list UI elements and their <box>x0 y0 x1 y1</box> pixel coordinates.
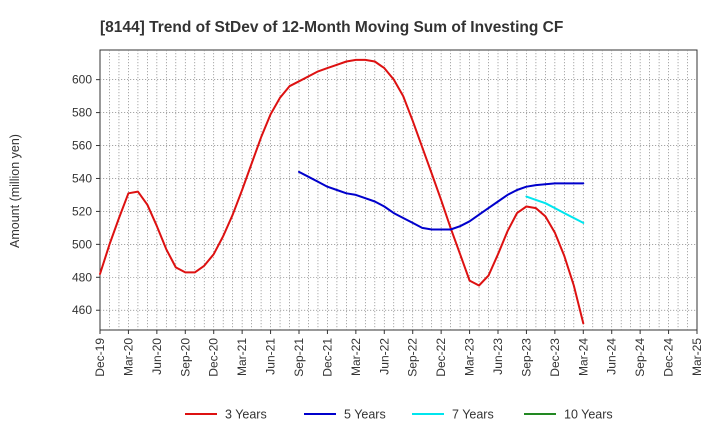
x-tick-label: Jun-23 <box>491 338 505 375</box>
x-tick-label: Jun-21 <box>264 338 278 375</box>
y-tick-label: 600 <box>72 73 92 87</box>
x-tick-label: Dec-19 <box>93 338 107 377</box>
x-tick-label: Mar-22 <box>349 338 363 376</box>
series-line-2 <box>525 195 585 224</box>
y-tick-label: 460 <box>72 303 92 317</box>
y-tick-label: 560 <box>72 139 92 153</box>
x-axis-ticks: Dec-19 Mar-20 Jun-20 Sep-20 Dec-20 Mar-21 Jun-… <box>93 330 704 377</box>
x-tick-label: Mar-24 <box>576 338 590 376</box>
x-tick-label: Mar-25 <box>690 338 704 376</box>
x-tick-label: Sep-24 <box>633 338 647 377</box>
x-tick-label: Sep-22 <box>406 338 420 377</box>
x-tick-label: Jun-20 <box>150 338 164 375</box>
legend-label-1: 5 Years <box>344 408 386 422</box>
legend-label-3: 10 Years <box>564 408 613 422</box>
y-axis-label: Amount (million yen) <box>8 134 22 248</box>
y-tick-label: 500 <box>72 237 92 251</box>
x-tick-label: Dec-21 <box>320 338 334 377</box>
x-tick-label: Dec-20 <box>207 338 221 377</box>
y-tick-label: 480 <box>72 270 92 284</box>
x-tick-label: Sep-21 <box>292 338 306 377</box>
x-tick-label: Jun-22 <box>377 338 391 375</box>
series-line-0 <box>99 58 585 325</box>
x-tick-label: Dec-22 <box>434 338 448 377</box>
chart-title: [8144] Trend of StDev of 12-Month Moving… <box>100 19 563 36</box>
x-tick-label: Mar-23 <box>463 338 477 376</box>
x-tick-label: Jun-24 <box>605 338 619 375</box>
x-tick-label: Sep-20 <box>178 338 192 377</box>
x-tick-label: Sep-23 <box>519 338 533 377</box>
y-tick-label: 580 <box>72 106 92 120</box>
y-tick-label: 540 <box>72 171 92 185</box>
plot-frame <box>99 49 698 331</box>
x-tick-label: Dec-24 <box>662 338 676 377</box>
x-tick-label: Dec-23 <box>548 338 562 377</box>
y-tick-label: 520 <box>72 204 92 218</box>
legend-label-0: 3 Years <box>225 408 267 422</box>
plot-grid <box>99 49 698 331</box>
legend-label-2: 7 Years <box>452 408 494 422</box>
y-axis-ticks: 460 480 500 520 540 560 580 600 <box>72 73 100 317</box>
x-tick-label: Mar-21 <box>235 338 249 376</box>
x-tick-label: Mar-20 <box>121 338 135 376</box>
plot-series <box>99 58 585 325</box>
series-line-1 <box>298 170 585 231</box>
legend: 3 Years 5 Years 7 Years 10 Years <box>185 408 613 422</box>
